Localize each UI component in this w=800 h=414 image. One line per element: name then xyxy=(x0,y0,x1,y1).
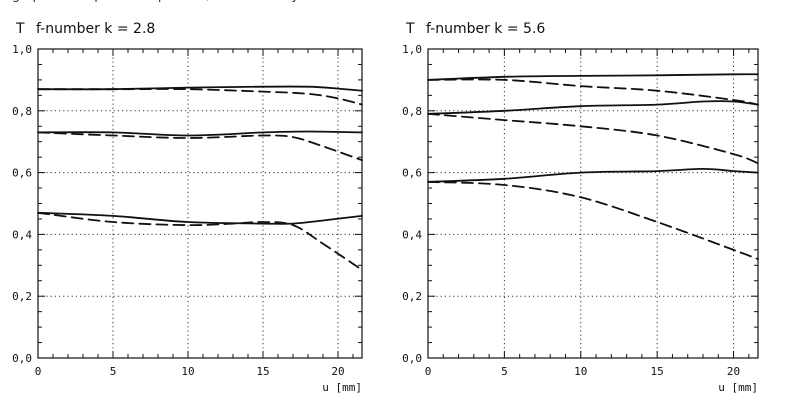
solid-series-line xyxy=(37,130,363,137)
x-tick-label: 0 xyxy=(425,365,432,378)
x-tick-label: 5 xyxy=(501,365,508,378)
y-axis-label: T xyxy=(15,21,25,37)
y-tick-label: 0,4 xyxy=(12,228,32,241)
solid-series-line xyxy=(427,73,759,81)
y-tick-label: 0,0 xyxy=(402,352,422,365)
x-tick-label: 15 xyxy=(651,365,664,378)
solid-series-line xyxy=(427,100,759,115)
chart-title: f-number k = 2.8 xyxy=(36,21,155,37)
x-tick-label: 0 xyxy=(35,365,42,378)
y-tick-label: 0,6 xyxy=(402,167,422,180)
solid-series-line xyxy=(427,167,759,183)
y-tick-label: 0,8 xyxy=(402,105,422,118)
x-tick-label: 5 xyxy=(110,365,117,378)
y-axis-label: T xyxy=(405,21,415,37)
y-tick-label: 0,2 xyxy=(12,290,32,303)
y-tick-label: 0,4 xyxy=(402,228,422,241)
x-axis-label: u [mm] xyxy=(322,381,362,394)
x-tick-label: 10 xyxy=(181,365,194,378)
y-tick-label: 0,0 xyxy=(12,352,32,365)
y-tick-label: 1,0 xyxy=(12,43,32,56)
plot-frame xyxy=(427,48,759,359)
y-tick-label: 0,8 xyxy=(12,105,32,118)
clipped-caption-text: ing up to the specified aperture, measur… xyxy=(0,0,800,8)
y-tick-label: 0,6 xyxy=(12,167,32,180)
dashed-series-line xyxy=(427,78,759,106)
x-tick-label: 15 xyxy=(256,365,269,378)
x-tick-label: 10 xyxy=(574,365,587,378)
dashed-series-line xyxy=(37,131,363,162)
chart-title: f-number k = 5.6 xyxy=(426,21,545,37)
dashed-series-line xyxy=(37,211,363,271)
x-tick-label: 20 xyxy=(727,365,740,378)
plot-frame xyxy=(37,48,363,359)
dashed-series-line xyxy=(37,88,363,106)
y-tick-label: 0,2 xyxy=(402,290,422,303)
x-tick-label: 20 xyxy=(331,365,344,378)
dashed-series-line xyxy=(427,113,759,165)
x-axis-label: u [mm] xyxy=(718,381,758,394)
y-tick-label: 1,0 xyxy=(402,43,422,56)
solid-series-line xyxy=(37,211,363,225)
dashed-series-line xyxy=(427,181,759,260)
